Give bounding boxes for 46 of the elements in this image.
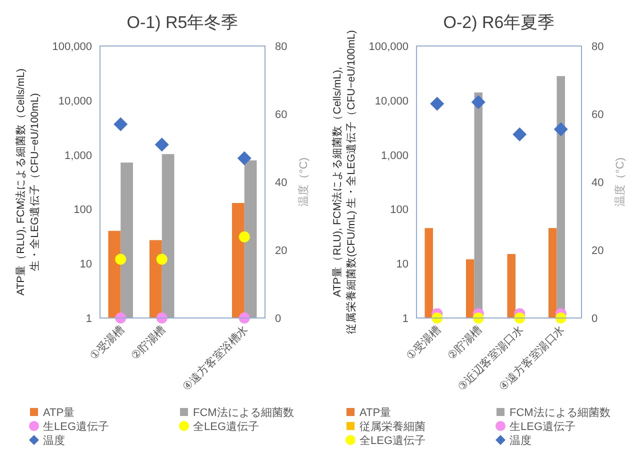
y-tick-label: 100,000 bbox=[52, 41, 92, 53]
point bbox=[115, 254, 126, 265]
y-axis-title: ATP量（RLU), FCM法による細菌数（Cells/mL), 従属栄養細菌数(CFU/mL) 生・全LEG遺伝子（CFU−eU/100mL) bbox=[330, 30, 358, 334]
y-tick-label: 1,000 bbox=[380, 150, 408, 162]
y2-axis-title: 温度（°C) bbox=[614, 157, 626, 207]
y2-tick-label: 40 bbox=[592, 177, 604, 189]
x-tick-label: ④遠方客室浴槽水 bbox=[180, 322, 250, 394]
y-tick-label: 100 bbox=[390, 204, 408, 216]
y2-tick-label: 60 bbox=[592, 109, 604, 121]
chart-title: O-1) R5年冬季 bbox=[126, 13, 238, 32]
legend-label: 温度 bbox=[43, 434, 65, 447]
y2-tick-label: 40 bbox=[275, 177, 288, 189]
legend-label: FCM法による細菌数 bbox=[510, 406, 610, 419]
legend-label: FCM法による細菌数 bbox=[193, 406, 294, 419]
y-tick-label: 1 bbox=[402, 313, 408, 325]
legend-label: 従属栄養細菌 bbox=[360, 420, 426, 433]
x-tick-label: ②貯湯槽 bbox=[128, 322, 168, 362]
legend-label: 温度 bbox=[510, 434, 532, 447]
y2-tick-label: 20 bbox=[592, 245, 604, 257]
y2-tick-label: 0 bbox=[592, 313, 598, 325]
y-tick-label: 1 bbox=[86, 313, 92, 325]
y-tick-label: 1,000 bbox=[64, 150, 92, 162]
legend-label: 生LEG遺伝子 bbox=[43, 420, 110, 433]
legend-label: ATP量 bbox=[360, 407, 392, 419]
legend-label: 生LEG遺伝子 bbox=[510, 420, 576, 433]
y-tick-label: 10,000 bbox=[374, 95, 408, 108]
chart-title: O-2) R6年夏季 bbox=[443, 13, 555, 32]
legend-label: ATP量 bbox=[43, 407, 75, 419]
y2-axis-title: 温度（°C) bbox=[297, 157, 310, 207]
y2-tick-label: 80 bbox=[592, 41, 604, 53]
point bbox=[238, 231, 250, 242]
y-tick-label: 10 bbox=[80, 258, 92, 271]
y2-tick-label: 80 bbox=[275, 41, 288, 53]
point bbox=[156, 254, 168, 265]
y-tick-label: 10 bbox=[396, 258, 408, 271]
x-tick-label: ①受湯槽 bbox=[404, 322, 444, 362]
legend-label: 全LEG遺伝子 bbox=[193, 421, 260, 433]
y-tick-label: 10,000 bbox=[58, 95, 92, 108]
y2-tick-label: 0 bbox=[275, 313, 282, 325]
x-tick-label: ①受湯槽 bbox=[87, 322, 127, 362]
y-axis-title: ATP量（RLU), FCM法による細菌数（Cells/mL) 生・全LEG遺伝子（CFU−eU/100mL) bbox=[14, 68, 41, 296]
y2-tick-label: 20 bbox=[275, 245, 288, 257]
y-tick-label: 100,000 bbox=[368, 41, 408, 53]
y2-tick-label: 60 bbox=[275, 109, 288, 121]
y-tick-label: 100 bbox=[74, 204, 92, 216]
legend-label: 全LEG遺伝子 bbox=[360, 435, 426, 447]
